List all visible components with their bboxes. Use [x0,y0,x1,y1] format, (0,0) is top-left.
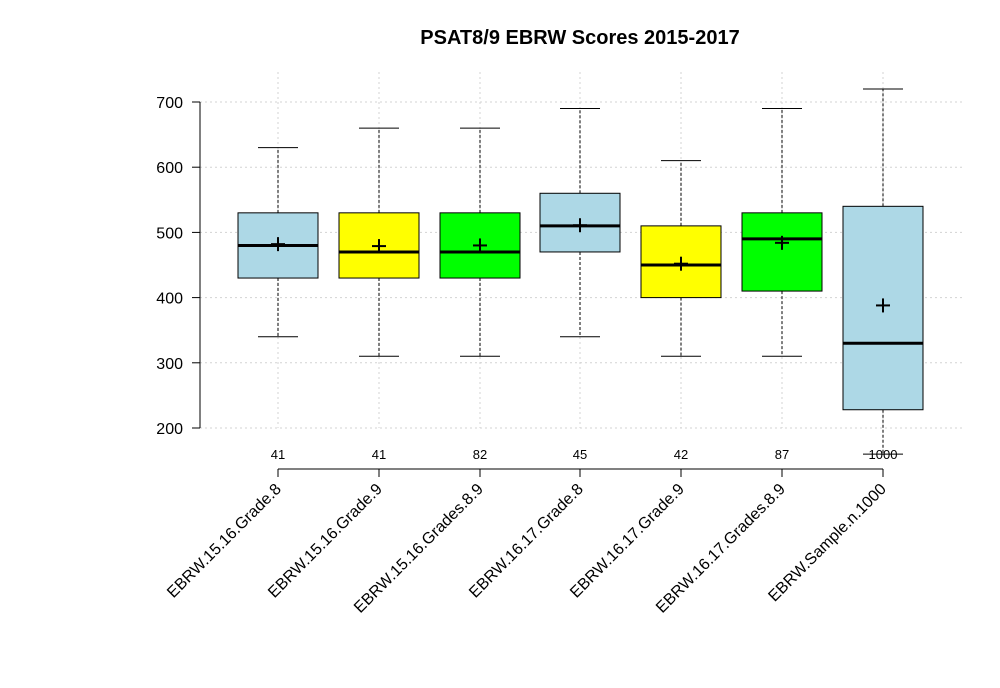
box-group [338,127,420,357]
chart-title: PSAT8/9 EBRW Scores 2015-2017 [420,27,739,49]
x-tick-label: EBRW.16.17.Grade.8 [466,481,587,602]
iqr-box [741,212,823,292]
y-tick-label: 400 [156,291,183,308]
x-tick-label: EBRW.15.16.Grade.8 [164,481,285,602]
box-group [439,127,521,357]
y-tick-label: 300 [156,356,183,373]
sample-size-label: 42 [674,447,688,462]
sample-size-label: 1000 [869,447,898,462]
y-axis: 200 300 400 500 600 700 [156,95,201,438]
y-tick-label: 600 [156,160,183,177]
box-group [842,88,924,455]
y-tick-label: 200 [156,421,183,438]
y-tick-label: 500 [156,225,183,242]
box-group [741,108,823,357]
grid-lines [200,72,962,429]
box-group [640,160,722,357]
x-tick-label: EBRW.15.16.Grade.9 [265,481,386,602]
sample-size-label: 45 [573,447,587,462]
sample-size-label: 87 [775,447,789,462]
sample-size-labels: 41 41 82 45 42 87 1000 [271,447,898,462]
y-tick-label: 700 [156,95,183,112]
x-tick-label: EBRW.Sample.n.1000 [765,481,889,605]
x-tick-label: EBRW.16.17.Grade.9 [567,481,688,602]
boxes [237,88,924,455]
box-group [539,108,621,338]
box-group [237,147,319,338]
sample-size-label: 82 [473,447,487,462]
sample-size-label: 41 [271,447,285,462]
sample-size-label: 41 [372,447,386,462]
